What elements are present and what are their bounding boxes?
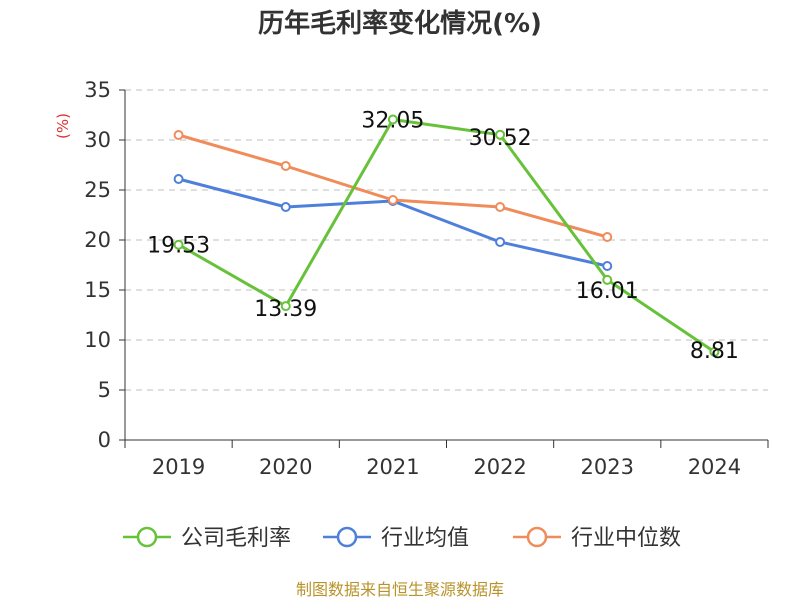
data-point: [173, 174, 184, 184]
y-tick-label: 5: [98, 378, 111, 402]
data-point: [173, 130, 184, 140]
x-tick-label: 2024: [688, 455, 741, 479]
data-label: 8.81: [690, 339, 739, 364]
data-label: 16.01: [576, 279, 639, 304]
series-line-0: [177, 118, 716, 354]
data-point: [280, 161, 291, 171]
data-label: 32.05: [361, 109, 424, 134]
data-point: [602, 232, 613, 242]
data-point: [387, 114, 398, 125]
series-group: [173, 114, 720, 357]
data-point: [387, 195, 398, 205]
data-point: [495, 202, 506, 212]
data-point: [602, 274, 613, 285]
data-point: [709, 346, 720, 357]
legend-marker: [336, 526, 358, 548]
y-tick-label: 35: [84, 78, 111, 102]
legend-label: 行业中位数: [571, 526, 681, 551]
data-point: [280, 301, 291, 312]
data-point: [280, 202, 291, 212]
grid: [125, 89, 768, 391]
legend-marker: [526, 526, 548, 548]
data-point: [495, 129, 506, 140]
series-line-2: [178, 133, 608, 239]
legend[interactable]: 公司毛利率 行业均值 行业中位数: [123, 526, 681, 551]
x-tick-label: 2021: [366, 455, 419, 479]
data-label: 13.39: [254, 297, 317, 322]
legend-item[interactable]: 公司毛利率: [123, 526, 291, 551]
legend-item[interactable]: 行业均值: [323, 526, 469, 551]
y-tick-label: 0: [98, 428, 111, 452]
y-tick-label: 15: [84, 278, 111, 302]
chart-title: 历年毛利率变化情况(%): [258, 8, 542, 39]
data-labels: 19.53 13.39 32.05 30.52 16.01 8.81: [147, 109, 739, 364]
data-label: 30.52: [469, 126, 532, 151]
x-tick-label: 2019: [152, 455, 205, 479]
y-tick-label: 10: [84, 328, 111, 352]
legend-marker: [136, 526, 158, 548]
y-tick-label: 25: [84, 178, 111, 202]
data-point: [173, 239, 184, 250]
source-note: 制图数据来自恒生聚源数据库: [296, 580, 504, 599]
x-tick-label: 2020: [259, 455, 312, 479]
data-point: [602, 261, 613, 271]
legend-label: 行业均值: [381, 526, 469, 551]
y-tick-label: 30: [84, 128, 111, 152]
data-point: [495, 237, 506, 247]
y-tick-label: 20: [84, 228, 111, 252]
x-tick-label: 2023: [581, 455, 634, 479]
legend-label: 公司毛利率: [181, 526, 291, 551]
y-axis-label: (%): [54, 113, 72, 139]
x-tick-label: 2022: [473, 455, 526, 479]
legend-item[interactable]: 行业中位数: [513, 526, 681, 551]
axes: 0 5 10 15 20 25 30 35 2019 2020 2021 2022 2023 2024: [84, 78, 769, 479]
data-label: 19.53: [147, 234, 210, 259]
